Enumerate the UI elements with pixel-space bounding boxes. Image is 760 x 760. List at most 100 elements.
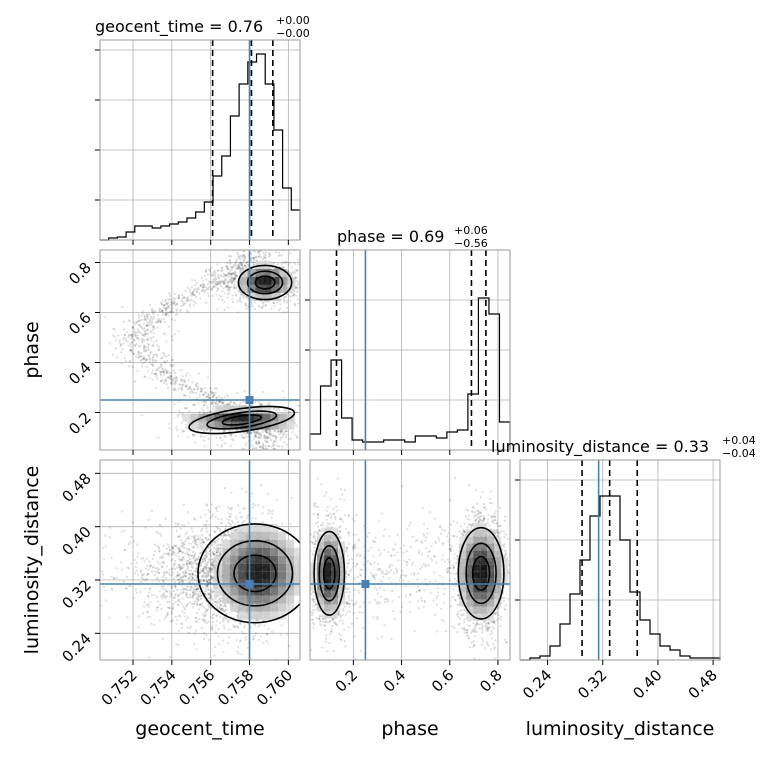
panel-luminosity-distance-vs-geocent-time-point-837 [173,581,176,584]
panel-phase-vs-geocent-time-point-953 [205,286,208,290]
panel-luminosity-distance-vs-geocent-time-point-725 [202,569,205,572]
panel-luminosity-distance-vs-geocent-time-point-636 [265,639,268,642]
panel-phase-vs-geocent-time-point-232 [240,266,244,269]
panel-luminosity-distance-vs-geocent-time-point-1271 [155,571,158,574]
panel-phase-vs-geocent-time-point-880 [240,263,244,267]
panel-luminosity-distance-vs-geocent-time-point-1104 [156,609,159,612]
panel-phase-vs-geocent-time-point-313 [193,293,196,297]
panel-phase-vs-geocent-time-point-1860 [229,273,232,276]
panel-phase-vs-geocent-time-point-246 [221,268,224,272]
panel-luminosity-distance-vs-geocent-time-point-906 [190,565,193,569]
panel-phase-vs-geocent-time-point-2681 [222,429,225,433]
panel-luminosity-distance-vs-geocent-time-point-1482 [205,527,208,530]
panel-phase-vs-geocent-time-point-426 [139,319,142,322]
panel-luminosity-distance-vs-geocent-time-point-1161 [176,574,179,577]
panel-luminosity-distance-vs-geocent-time-point-1537 [230,513,233,516]
panel-phase-vs-geocent-time-point-112 [212,273,215,276]
panel-luminosity-distance-vs-geocent-time-point-670 [155,596,158,599]
panel-phase-vs-geocent-time-point-745 [158,307,161,311]
panel-phase-vs-geocent-time-point-248 [182,296,185,300]
panel-phase-vs-geocent-time-point-1079 [134,323,137,326]
panel-phase-vs-geocent-time-point-1578 [223,308,226,312]
panel-luminosity-distance-vs-geocent-time-point-681 [199,581,202,584]
panel-phase-vs-geocent-time-point-844 [207,376,210,379]
panel-phase-vs-geocent-time-point-2509 [202,439,206,442]
panel-luminosity-distance-vs-geocent-time-point-678 [153,543,156,546]
panel-phase-vs-geocent-time-point-695 [220,275,223,278]
panel-phase-vs-geocent-time-point-96 [143,375,146,378]
panel-phase-vs-geocent-time-point-1204 [279,298,282,301]
panel-luminosity-distance-vs-geocent-time-point-532 [202,637,206,641]
panel-phase-vs-geocent-time-point-717 [120,343,123,346]
panel-phase-vs-geocent-time-point-599 [133,328,136,331]
panel-phase-vs-geocent-time-point-1475 [222,272,225,275]
panel-phase-vs-geocent-time-point-2118 [272,408,275,411]
panel-phase-vs-geocent-time-point-643 [255,431,258,434]
panel-phase-vs-geocent-time-point-329 [144,331,147,334]
panel-phase-vs-geocent-time-point-881 [186,298,189,301]
panel-luminosity-distance-vs-geocent-time-point-2079 [158,549,161,552]
panel-phase-vs-geocent-time-point-1234 [232,286,236,289]
panel-phase-vs-geocent-time-point-755 [123,356,127,360]
panel-phase-vs-geocent-time-point-2045 [285,408,288,412]
panel-luminosity-distance-vs-geocent-time-point-1414 [161,586,164,589]
panel-luminosity-distance-vs-geocent-time-point-912 [105,599,108,602]
panel-luminosity-distance-vs-geocent-time-point-788 [165,590,168,593]
panel-luminosity-distance-vs-geocent-time-point-1398 [211,597,214,601]
panel-phase-vs-geocent-time-point-929 [200,283,203,286]
panel-phase-vs-geocent-time-point-341 [264,445,267,448]
panel-luminosity-distance-vs-geocent-time-point-1453 [212,552,215,555]
panel-luminosity-distance-vs-geocent-time-point-2092 [225,612,228,616]
panel-phase-vs-geocent-time-point-1537 [279,307,282,310]
panel-luminosity-distance-vs-geocent-time-point-394 [279,634,283,637]
panel-phase-vs-geocent-time-point-370 [261,257,264,260]
panel-luminosity-distance-vs-geocent-time-point-1399 [195,588,199,591]
panel-phase-vs-geocent-time-point-1096 [232,263,236,267]
panel-phase-vs-geocent-time-point-1011 [193,388,196,391]
panel-phase-vs-geocent-time-point-1618 [316,282,318,284]
panel-luminosity-distance-vs-geocent-time-point-714 [177,629,180,632]
panel-phase-vs-geocent-time-point-95 [201,279,205,283]
panel-phase-vs-geocent-time-point-439 [222,401,225,405]
panel-phase-vs-geocent-time-point-711 [228,278,231,281]
panel-luminosity-distance-vs-geocent-time-point-81 [149,564,152,567]
panel-phase-vs-geocent-time-point-1282 [272,301,276,304]
panel-phase-vs-geocent-time-point-168 [171,359,174,362]
panel-luminosity-distance-vs-geocent-time-point-1328 [168,606,172,610]
panel-luminosity-distance-vs-geocent-time-point-546 [144,526,147,529]
panel-luminosity-distance-vs-geocent-time-point-875 [185,593,188,596]
panel-phase-vs-geocent-time-point-1518 [339,277,341,279]
panel-luminosity-distance-vs-geocent-time-point-664 [213,541,216,544]
panel-phase-vs-geocent-time-point-999 [181,383,184,386]
panel-luminosity-distance-vs-geocent-time-point-1661 [199,568,202,571]
panel-luminosity-distance-vs-geocent-time-point-773 [158,550,161,553]
panel-phase-vs-geocent-time-cell-1 [222,413,231,422]
panel-phase-vs-geocent-time-point-2440 [207,410,211,413]
panel-luminosity-distance-vs-geocent-time-point-1722 [170,610,173,614]
panel-luminosity-distance-vs-geocent-time-point-1700 [194,620,198,623]
panel-phase-vs-geocent-time-point-291 [144,329,148,332]
panel-phase-vs-geocent-time-point-1354 [234,294,237,297]
panel-phase-vs-geocent-time-point-2084 [285,430,288,433]
panel-luminosity-distance-vs-geocent-time-point-920 [211,624,214,627]
panel-luminosity-distance-vs-geocent-time-point-231 [145,577,148,581]
panel-phase-vs-geocent-time-point-2278 [223,435,226,438]
panel-phase-vs-geocent-time-point-31 [143,333,146,336]
panel-luminosity-distance-vs-geocent-time-point-836 [155,530,158,533]
panel-luminosity-distance-vs-geocent-time-point-1800 [142,612,145,615]
panel-luminosity-distance-vs-geocent-time-point-995 [193,561,196,565]
panel-luminosity-distance-vs-geocent-time-point-1115 [200,533,204,536]
panel-phase-vs-geocent-time-point-24 [216,273,220,277]
panel-phase-vs-geocent-time-point-163 [143,355,146,358]
panel-phase-vs-geocent-time-point-1831 [239,296,242,299]
panel-luminosity-distance-vs-geocent-time-point-2163 [194,518,197,521]
panel-luminosity-distance-vs-geocent-time-point-1321 [166,600,169,604]
panel-phase-vs-geocent-time-point-410 [185,299,188,302]
panel-luminosity-distance-vs-geocent-time-point-1853 [196,603,199,606]
panel-phase-vs-geocent-time-point-513 [197,385,200,388]
panel-luminosity-distance-vs-geocent-time-point-1204 [185,559,188,562]
panel-luminosity-distance-vs-geocent-time-point-1804 [194,541,197,544]
panel-phase-vs-geocent-time-point-35 [167,305,170,308]
panel-phase-vs-geocent-time-cell-1 [254,413,263,422]
panel-luminosity-distance-vs-geocent-time-point-1402 [224,604,227,607]
